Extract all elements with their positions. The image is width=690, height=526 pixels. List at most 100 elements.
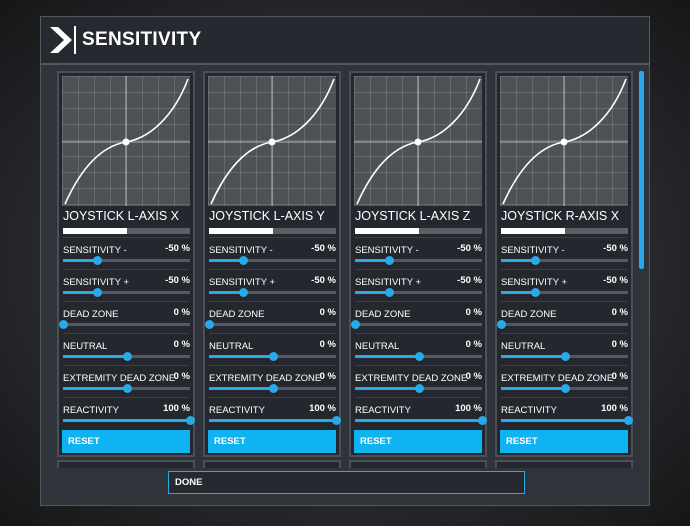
slider-handle[interactable]: [414, 384, 424, 393]
slider-fill: [355, 291, 390, 294]
row-divider: [501, 397, 627, 398]
setting-label: REACTIVITY: [209, 405, 265, 416]
row-divider: [209, 237, 335, 238]
row-divider: [501, 333, 627, 334]
extremity-dead-zone-row: EXTREMITY DEAD ZONE 0 %: [59, 365, 193, 395]
sensitivity-plus-row: SENSITIVITY + -50 %: [351, 269, 485, 299]
slider-handle[interactable]: [385, 256, 395, 265]
slider-handle[interactable]: [531, 256, 541, 265]
dead-zone-row: DEAD ZONE 0 %: [351, 301, 485, 331]
slider-fill: [63, 355, 127, 358]
slider-fill: [501, 355, 565, 358]
slider-handle[interactable]: [93, 288, 103, 297]
setting-value: 0 %: [611, 339, 628, 350]
reset-button[interactable]: RESET: [354, 430, 482, 453]
slider-track[interactable]: [63, 384, 190, 393]
slider-handle[interactable]: [239, 256, 249, 265]
row-divider: [355, 397, 481, 398]
row-divider: [355, 301, 481, 302]
curve-center-point[interactable]: [122, 138, 130, 146]
slider-track[interactable]: [355, 256, 482, 265]
slider-handle[interactable]: [497, 320, 506, 329]
slider-track[interactable]: [355, 384, 482, 393]
slider-handle[interactable]: [531, 288, 541, 297]
setting-label: SENSITIVITY +: [209, 277, 276, 288]
setting-value: 0 %: [465, 371, 482, 382]
slider-fill: [63, 259, 98, 262]
slider-handle[interactable]: [122, 384, 132, 393]
slider-track[interactable]: [501, 288, 628, 297]
slider-track[interactable]: [209, 256, 336, 265]
setting-label: DEAD ZONE: [209, 309, 265, 320]
slider-handle[interactable]: [560, 352, 570, 361]
row-divider: [63, 397, 189, 398]
reset-button[interactable]: RESET: [62, 430, 190, 453]
slider-track[interactable]: [351, 320, 482, 329]
curve-center-point[interactable]: [560, 138, 568, 146]
slider-track[interactable]: [501, 256, 628, 265]
slider-track[interactable]: [209, 416, 341, 425]
vertical-scrollbar[interactable]: [639, 71, 644, 269]
setting-value: 100 %: [309, 403, 336, 414]
slider-track[interactable]: [63, 288, 190, 297]
slider-handle[interactable]: [239, 288, 249, 297]
setting-label: NEUTRAL: [355, 341, 400, 352]
row-divider: [209, 333, 335, 334]
setting-value: 0 %: [173, 371, 190, 382]
reset-button[interactable]: RESET: [208, 430, 336, 453]
reactivity-row: REACTIVITY 100 %: [497, 397, 633, 427]
slider-track[interactable]: [63, 416, 195, 425]
slider-track[interactable]: [63, 352, 190, 361]
slider-handle[interactable]: [186, 416, 195, 425]
axis-name: JOYSTICK R-AXIS X: [501, 209, 620, 223]
slider-track[interactable]: [205, 320, 336, 329]
slider-handle[interactable]: [478, 416, 487, 425]
slider-track[interactable]: [355, 352, 482, 361]
row-divider: [209, 365, 335, 366]
next-panel-peek: [203, 460, 341, 468]
extremity-dead-zone-row: EXTREMITY DEAD ZONE 0 %: [497, 365, 631, 395]
setting-label: SENSITIVITY +: [501, 277, 568, 288]
slider-track[interactable]: [501, 416, 633, 425]
row-divider: [63, 237, 189, 238]
slider-fill: [63, 387, 127, 390]
slider-handle[interactable]: [122, 352, 132, 361]
reset-button[interactable]: RESET: [500, 430, 628, 453]
slider-handle[interactable]: [93, 256, 103, 265]
slider-track[interactable]: [355, 416, 487, 425]
curve-center-point[interactable]: [414, 138, 422, 146]
setting-value: 0 %: [465, 307, 482, 318]
curve-center-point[interactable]: [268, 138, 276, 146]
slider-track[interactable]: [355, 288, 482, 297]
slider-handle[interactable]: [205, 320, 214, 329]
slider-handle[interactable]: [268, 384, 278, 393]
slider-track[interactable]: [501, 384, 628, 393]
row-divider: [209, 269, 335, 270]
slider-track[interactable]: [501, 352, 628, 361]
slider-fill: [63, 291, 98, 294]
slider-track[interactable]: [209, 288, 336, 297]
slider-handle[interactable]: [385, 288, 395, 297]
slider-fill: [355, 419, 482, 422]
slider-fill: [209, 291, 244, 294]
neutral-row: NEUTRAL 0 %: [497, 333, 631, 363]
setting-label: SENSITIVITY +: [63, 277, 130, 288]
slider-track[interactable]: [59, 320, 190, 329]
slider-handle[interactable]: [560, 384, 570, 393]
row-divider: [501, 237, 627, 238]
slider-handle[interactable]: [414, 352, 424, 361]
slider-handle[interactable]: [332, 416, 341, 425]
next-panel-peek: [495, 460, 633, 468]
slider-track[interactable]: [209, 384, 336, 393]
slider-track[interactable]: [497, 320, 628, 329]
slider-handle[interactable]: [268, 352, 278, 361]
slider-handle[interactable]: [351, 320, 360, 329]
slider-handle[interactable]: [624, 416, 633, 425]
slider-track[interactable]: [209, 352, 336, 361]
slider-track[interactable]: [63, 256, 190, 265]
axis-name: JOYSTICK L-AXIS Y: [209, 209, 325, 223]
sensitivity-minus-row: SENSITIVITY - -50 %: [497, 237, 631, 267]
slider-fill: [501, 387, 565, 390]
done-button[interactable]: DONE: [168, 471, 525, 494]
slider-handle[interactable]: [59, 320, 68, 329]
